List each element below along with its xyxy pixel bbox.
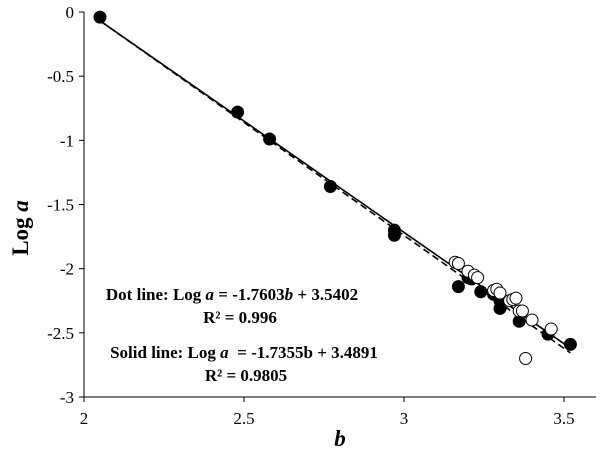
x-tick-label: 3 [400,409,409,428]
x-axis-title: b [334,426,346,451]
axis-layer: 0 -0.5 -1 -1.5 -2 -2.5 -3 2 2.5 3 3.5 [47,3,596,428]
open-data-point [509,291,523,305]
y-tick-label: -3 [60,388,74,407]
solid-line-r2: R² = 0.9805 [205,366,287,385]
x-tick-label: 2 [80,409,89,428]
y-tick-label: -1.5 [47,196,74,215]
y-tick-label: -1 [60,131,74,150]
filled-data-point [263,132,277,146]
filled-data-point [474,285,488,299]
filled-data-point [451,280,465,294]
y-tick-label: -2.5 [47,324,74,343]
open-data-point [493,286,507,300]
y-tick-label: 0 [66,3,75,22]
x-tick-label: 3.5 [553,409,574,428]
filled-data-point [387,228,401,242]
dot-line-equation: Dot line: Log a = -1.7603b + 3.5402 [106,285,358,304]
solid-line-equation: Solid line: Log a = -1.7355b + 3.4891 [110,343,378,362]
y-tick-label: -2 [60,260,74,279]
open-data-point [544,322,558,336]
open-data-point [519,352,533,365]
filled-data-point [493,301,507,315]
filled-data-point [93,10,107,24]
y-tick-label: -0.5 [47,67,74,86]
filled-data-point [231,105,245,119]
dot-line-r2: R² = 0.996 [203,308,277,327]
open-data-point [451,257,465,271]
open-data-point [525,313,539,327]
filled-data-point [323,180,337,194]
open-data-point [471,271,485,285]
y-axis-title: Log a [8,200,33,256]
data-points [93,10,577,365]
open-data-point [515,304,529,318]
x-tick-label: 2.5 [233,409,254,428]
filled-data-point [563,337,577,351]
